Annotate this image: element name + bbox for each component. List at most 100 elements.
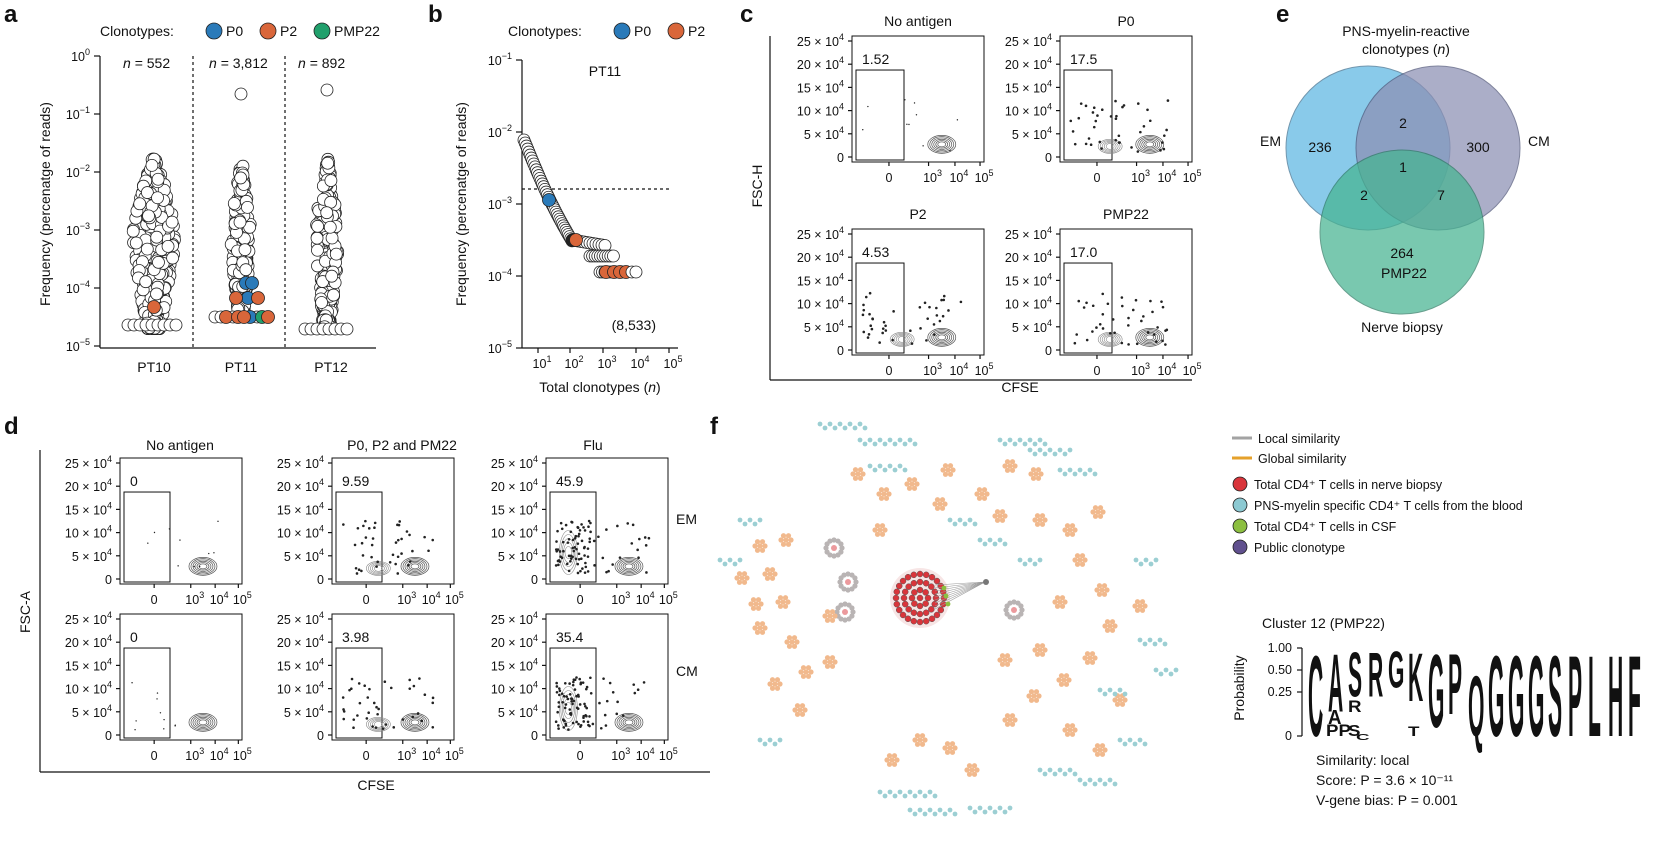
x-tick-label: 105 — [975, 361, 994, 378]
node — [1002, 717, 1008, 723]
y-tick-label: 5 × 104 — [804, 125, 844, 142]
event-dot — [560, 692, 564, 695]
event-dot — [579, 682, 582, 686]
event-dot — [431, 726, 435, 729]
node — [997, 537, 1003, 543]
node — [997, 805, 1003, 811]
x-tick-label: 0 — [1093, 171, 1100, 185]
contour-line — [1137, 329, 1163, 346]
event-dot — [377, 707, 380, 711]
y-tick-label-base: 10 × 10 — [1005, 105, 1047, 119]
node — [785, 541, 792, 547]
data-point — [241, 200, 254, 214]
node — [889, 757, 895, 763]
event-dot — [391, 553, 395, 557]
node — [846, 616, 852, 622]
node — [1079, 561, 1086, 567]
node — [882, 441, 888, 447]
x-tick-label-base: 10 — [923, 171, 937, 185]
event-dot — [560, 556, 564, 560]
y-tick-label-base: 20 × 10 — [277, 480, 319, 494]
node — [886, 753, 893, 759]
node — [1037, 437, 1043, 443]
event-dot — [583, 571, 587, 574]
y-tick-label-exp: 4 — [319, 656, 324, 666]
node — [798, 669, 804, 675]
event-dot — [589, 530, 592, 534]
event-dot — [423, 693, 427, 697]
node — [1117, 697, 1123, 703]
node — [1084, 651, 1091, 657]
event-dot — [213, 552, 215, 554]
node — [892, 793, 898, 799]
event-dot — [1149, 299, 1152, 303]
gate-percent: 17.5 — [1070, 51, 1097, 67]
node — [1132, 603, 1138, 609]
contour-line — [1143, 333, 1157, 342]
event-dot — [358, 701, 362, 705]
facs-frame — [851, 35, 985, 163]
y-tick-label-exp: 4 — [107, 680, 112, 690]
node — [1104, 619, 1111, 625]
node — [1162, 641, 1168, 647]
event-dot — [579, 725, 582, 728]
node — [1028, 471, 1034, 477]
node — [891, 761, 898, 767]
event-dot — [423, 535, 426, 539]
contour-line — [1103, 335, 1117, 344]
contour-line — [620, 560, 638, 572]
node — [877, 437, 883, 443]
event-dot — [577, 532, 581, 536]
node — [1002, 441, 1008, 447]
node — [1097, 747, 1103, 753]
logo-y-label: Probability — [1231, 655, 1247, 720]
y-tick-label-base: 10 — [66, 224, 80, 238]
gate-box — [549, 491, 597, 583]
x-tick-label: 102 — [565, 354, 584, 371]
node — [912, 811, 918, 817]
x-tick-label-base: 10 — [631, 357, 645, 371]
event-dot — [558, 560, 562, 563]
event-dot — [582, 546, 586, 550]
edge — [934, 581, 986, 607]
logo-letter: R — [1348, 697, 1362, 716]
contour-line — [190, 714, 216, 731]
event-dot — [1096, 114, 1099, 117]
node — [842, 609, 848, 615]
node — [800, 665, 807, 671]
event-dot — [1113, 331, 1116, 335]
gate-percent: 1.52 — [862, 51, 889, 67]
y-tick-label: 10 × 104 — [797, 102, 844, 119]
node — [1092, 513, 1099, 519]
node — [924, 594, 932, 602]
node — [967, 805, 973, 811]
gate-percent: 9.59 — [342, 473, 369, 489]
event-dot — [1127, 343, 1130, 346]
event-dot — [1135, 342, 1139, 346]
event-dot — [1160, 141, 1164, 144]
data-point — [234, 171, 248, 185]
node — [950, 467, 956, 473]
node — [1004, 661, 1011, 667]
y-tick-label-exp: −2 — [502, 123, 512, 133]
node — [1034, 513, 1041, 519]
event-dot — [611, 563, 614, 566]
x-tick-label: 105 — [445, 746, 464, 763]
edge — [934, 581, 986, 610]
node — [1034, 643, 1041, 649]
contour-line — [929, 136, 955, 153]
node — [1011, 599, 1017, 605]
logo-letter: G — [1388, 642, 1404, 700]
contour-line — [897, 336, 907, 343]
node — [1012, 441, 1018, 447]
node — [877, 527, 883, 533]
node — [1036, 693, 1042, 699]
event-dot — [572, 699, 576, 703]
data-point — [150, 230, 164, 244]
event-dot — [567, 554, 571, 558]
event-dot — [1100, 147, 1103, 150]
